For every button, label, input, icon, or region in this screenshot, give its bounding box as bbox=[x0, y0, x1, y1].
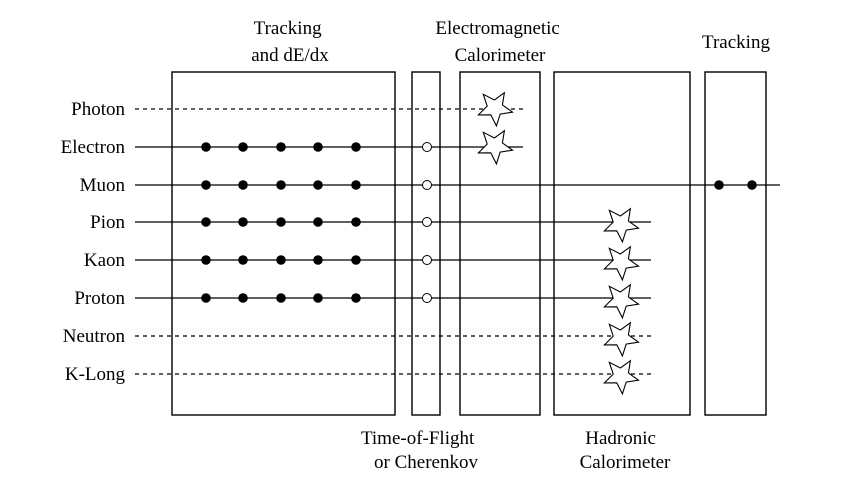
tracker-hit bbox=[351, 255, 361, 265]
hadronic-calorimeter-label-line2: Calorimeter bbox=[580, 452, 671, 473]
tracker-hit bbox=[201, 217, 211, 227]
em-shower bbox=[477, 91, 514, 128]
muon-tracking-box bbox=[704, 71, 767, 416]
muon-tracking-label: Tracking bbox=[702, 32, 770, 53]
tof-hit bbox=[422, 217, 432, 227]
tracker-hit bbox=[238, 217, 248, 227]
tracker-hit bbox=[276, 217, 286, 227]
particle-label-photon: Photon bbox=[71, 99, 125, 120]
hadronic-shower bbox=[603, 321, 640, 358]
muon-tracking-label-line1: Tracking bbox=[702, 32, 770, 53]
tracker-hit bbox=[313, 217, 323, 227]
hadronic-calorimeter-box bbox=[553, 71, 691, 416]
tracker-hit bbox=[276, 142, 286, 152]
tracker-hit bbox=[201, 142, 211, 152]
tracker-hit bbox=[276, 293, 286, 303]
tracker-hit bbox=[238, 255, 248, 265]
particle-label-k-long: K-Long bbox=[65, 364, 126, 385]
tof-label-line1: Time-of-Flight bbox=[361, 428, 475, 449]
em-shower bbox=[477, 129, 514, 166]
particle-label-pion: Pion bbox=[90, 212, 125, 233]
particle-label-kaon: Kaon bbox=[84, 250, 126, 271]
em-calorimeter-box bbox=[459, 71, 541, 416]
em-calorimeter-label-line2: Calorimeter bbox=[455, 45, 546, 66]
em-calorimeter-label: Electromagnetic Calorimeter bbox=[435, 18, 564, 66]
tracker-hit bbox=[238, 180, 248, 190]
tracker-hit bbox=[351, 142, 361, 152]
tracker-hit bbox=[201, 180, 211, 190]
tracker-hit bbox=[313, 255, 323, 265]
hadronic-shower bbox=[603, 359, 640, 396]
tracker-hit bbox=[313, 142, 323, 152]
tracker-hit bbox=[351, 293, 361, 303]
particle-rows: Photon Electron Muon Pion Kaon Proton Neutron K… bbox=[61, 91, 780, 396]
tracking-dedx-box bbox=[171, 71, 396, 416]
tof-label: Time-of-Flight or Cherenkov bbox=[361, 428, 479, 473]
tof-hit bbox=[422, 180, 432, 190]
particle-label-neutron: Neutron bbox=[63, 326, 126, 347]
tof-hit bbox=[422, 142, 432, 152]
hadronic-shower bbox=[603, 207, 640, 244]
tracker-hit bbox=[351, 217, 361, 227]
particle-label-muon: Muon bbox=[80, 175, 126, 196]
tracker-hit bbox=[238, 293, 248, 303]
hadronic-shower bbox=[603, 283, 640, 320]
tracker-hit bbox=[313, 293, 323, 303]
tof-hit bbox=[422, 255, 432, 265]
tracker-hit bbox=[276, 255, 286, 265]
tof-label-line2: or Cherenkov bbox=[374, 452, 478, 473]
hadronic-calorimeter-label: Hadronic Calorimeter bbox=[580, 428, 671, 473]
particle-label-proton: Proton bbox=[74, 288, 125, 309]
particle-label-electron: Electron bbox=[61, 137, 126, 158]
muon-chamber-hit bbox=[747, 180, 757, 190]
tracker-hit bbox=[313, 180, 323, 190]
tracker-hit bbox=[351, 180, 361, 190]
tracking-dedx-label: Tracking and dE/dx bbox=[251, 18, 329, 66]
tracking-dedx-label-line2: and dE/dx bbox=[251, 45, 329, 66]
hadronic-shower bbox=[603, 245, 640, 282]
tof-hit bbox=[422, 293, 432, 303]
tof-box bbox=[411, 71, 441, 416]
tracker-hit bbox=[276, 180, 286, 190]
tracker-hit bbox=[201, 255, 211, 265]
muon-chamber-hit bbox=[714, 180, 724, 190]
tracking-dedx-label-line1: Tracking bbox=[254, 18, 322, 39]
tracker-hit bbox=[238, 142, 248, 152]
tracker-hit bbox=[201, 293, 211, 303]
hadronic-calorimeter-label-line1: Hadronic bbox=[585, 428, 656, 449]
em-calorimeter-label-line1: Electromagnetic bbox=[435, 18, 560, 39]
